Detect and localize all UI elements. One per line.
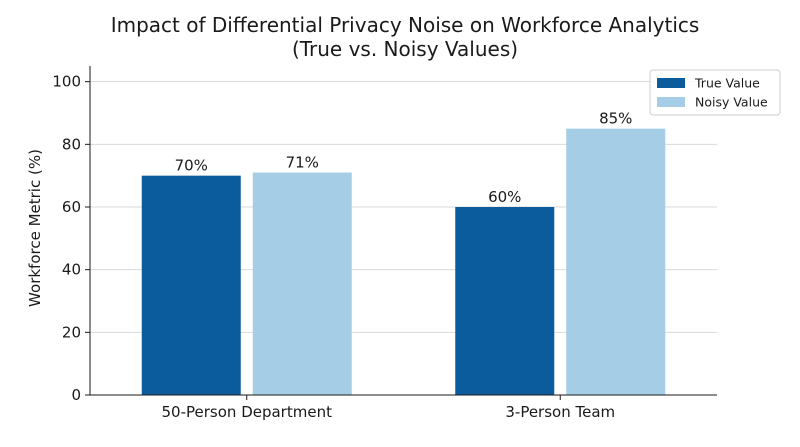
- bar-noisy-0: [252, 172, 352, 395]
- chart-title: Impact of Differential Privacy Noise on …: [111, 13, 700, 37]
- data-label: 71%: [286, 154, 319, 172]
- bars: [141, 128, 666, 395]
- x-tick-label: 3-Person Team: [505, 403, 615, 421]
- axes: [89, 66, 717, 396]
- legend-label: Noisy Value: [695, 95, 768, 110]
- legend: True Value Noisy Value: [649, 69, 781, 116]
- legend-swatch-1: [657, 97, 685, 107]
- bar-true-0: [141, 175, 241, 395]
- legend-swatch-0: [657, 78, 685, 88]
- y-tick-label: 60: [62, 198, 81, 216]
- bar-noisy-1: [566, 128, 666, 395]
- y-tick-label: 80: [62, 135, 81, 153]
- data-labels: 70% 71% 60% 85%: [175, 110, 633, 206]
- x-tick-label: 50-Person Department: [162, 403, 333, 421]
- bar-true-1: [455, 207, 555, 395]
- data-label: 60%: [488, 188, 521, 206]
- y-tick-label: 0: [71, 386, 81, 404]
- y-ticks: 0 20 40 60 80 100: [52, 73, 90, 404]
- y-tick-label: 100: [52, 73, 81, 91]
- chart-subtitle: (True vs. Noisy Values): [292, 37, 518, 61]
- data-label: 85%: [599, 110, 632, 128]
- y-tick-label: 20: [62, 323, 81, 341]
- legend-label: True Value: [694, 76, 760, 91]
- y-tick-label: 40: [62, 261, 81, 279]
- y-axis-label: Workforce Metric (%): [26, 149, 44, 307]
- x-ticks: 50-Person Department 3-Person Team: [162, 395, 615, 421]
- data-label: 70%: [175, 157, 208, 175]
